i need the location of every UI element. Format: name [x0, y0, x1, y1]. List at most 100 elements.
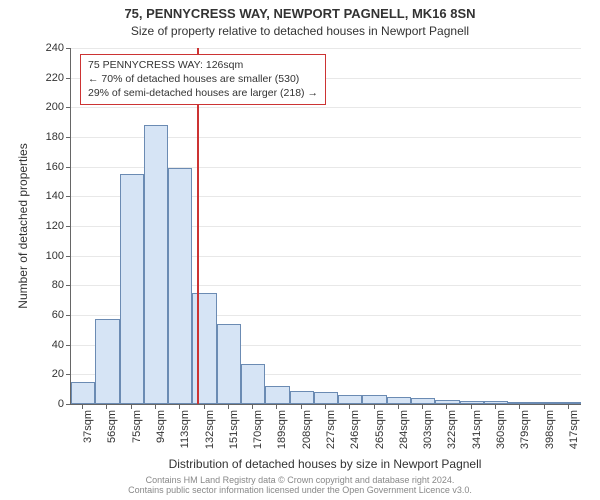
- xtick-mark: [349, 404, 350, 409]
- ytick-mark: [66, 345, 71, 346]
- ytick-mark: [66, 107, 71, 108]
- xtick-mark: [495, 404, 496, 409]
- xtick-mark: [325, 404, 326, 409]
- histogram-bar: [338, 395, 362, 404]
- xtick-label: 132sqm: [204, 410, 216, 460]
- annotation-line: ← 70% of detached houses are smaller (53…: [88, 72, 318, 86]
- gridline: [71, 107, 581, 108]
- xtick-mark: [82, 404, 83, 409]
- ytick-label: 80: [34, 279, 64, 291]
- xtick-mark: [374, 404, 375, 409]
- histogram-bar: [241, 364, 265, 404]
- xtick-label: 341sqm: [471, 410, 483, 460]
- xtick-label: 189sqm: [276, 410, 288, 460]
- ytick-label: 180: [34, 131, 64, 143]
- histogram-bar: [362, 395, 386, 404]
- ytick-mark: [66, 226, 71, 227]
- xtick-label: 56sqm: [106, 410, 118, 460]
- footer-attribution: Contains HM Land Registry data © Crown c…: [0, 476, 600, 496]
- ytick-label: 60: [34, 309, 64, 321]
- ytick-mark: [66, 256, 71, 257]
- xtick-label: 208sqm: [301, 410, 313, 460]
- ytick-mark: [66, 78, 71, 79]
- histogram-bar: [508, 402, 532, 404]
- ytick-label: 120: [34, 220, 64, 232]
- annotation-box: 75 PENNYCRESS WAY: 126sqm← 70% of detach…: [80, 54, 326, 105]
- histogram-bar: [265, 386, 289, 404]
- ytick-mark: [66, 137, 71, 138]
- footer-line2: Contains public sector information licen…: [128, 485, 472, 495]
- xtick-mark: [398, 404, 399, 409]
- xtick-mark: [544, 404, 545, 409]
- histogram-bar: [387, 397, 411, 404]
- ytick-mark: [66, 374, 71, 375]
- ytick-label: 140: [34, 190, 64, 202]
- xtick-mark: [301, 404, 302, 409]
- xtick-label: 113sqm: [179, 410, 191, 460]
- ytick-label: 200: [34, 101, 64, 113]
- histogram-bar: [71, 382, 95, 404]
- annotation-line: 75 PENNYCRESS WAY: 126sqm: [88, 58, 318, 72]
- ytick-mark: [66, 285, 71, 286]
- xtick-label: 379sqm: [519, 410, 531, 460]
- xtick-label: 170sqm: [252, 410, 264, 460]
- y-axis-label: Number of detached properties: [16, 143, 30, 308]
- xtick-mark: [131, 404, 132, 409]
- histogram-bar: [290, 391, 314, 404]
- xtick-mark: [252, 404, 253, 409]
- histogram-bar: [120, 174, 144, 404]
- ytick-mark: [66, 196, 71, 197]
- xtick-mark: [422, 404, 423, 409]
- xtick-label: 322sqm: [446, 410, 458, 460]
- xtick-mark: [179, 404, 180, 409]
- ytick-mark: [66, 167, 71, 168]
- ytick-label: 20: [34, 368, 64, 380]
- chart-title-sub: Size of property relative to detached ho…: [0, 24, 600, 38]
- xtick-mark: [228, 404, 229, 409]
- ytick-label: 160: [34, 161, 64, 173]
- histogram-bar: [168, 168, 192, 404]
- histogram-bar: [532, 402, 556, 404]
- xtick-mark: [446, 404, 447, 409]
- xtick-label: 246sqm: [349, 410, 361, 460]
- xtick-label: 75sqm: [131, 410, 143, 460]
- chart-title-address: 75, PENNYCRESS WAY, NEWPORT PAGNELL, MK1…: [0, 6, 600, 21]
- xtick-label: 151sqm: [228, 410, 240, 460]
- histogram-bar: [411, 398, 435, 404]
- histogram-bar: [460, 401, 484, 404]
- ytick-mark: [66, 315, 71, 316]
- xtick-label: 227sqm: [325, 410, 337, 460]
- annotation-line: 29% of semi-detached houses are larger (…: [88, 86, 318, 100]
- histogram-bar: [435, 400, 459, 404]
- xtick-label: 265sqm: [374, 410, 386, 460]
- xtick-label: 417sqm: [568, 410, 580, 460]
- ytick-mark: [66, 404, 71, 405]
- xtick-mark: [204, 404, 205, 409]
- ytick-label: 100: [34, 250, 64, 262]
- ytick-label: 40: [34, 339, 64, 351]
- xtick-mark: [106, 404, 107, 409]
- xtick-mark: [568, 404, 569, 409]
- xtick-mark: [155, 404, 156, 409]
- xtick-mark: [471, 404, 472, 409]
- histogram-bar: [557, 402, 581, 404]
- xtick-mark: [276, 404, 277, 409]
- xtick-label: 303sqm: [422, 410, 434, 460]
- ytick-label: 0: [34, 398, 64, 410]
- chart-container: 75, PENNYCRESS WAY, NEWPORT PAGNELL, MK1…: [0, 0, 600, 500]
- xtick-label: 94sqm: [155, 410, 167, 460]
- gridline: [71, 48, 581, 49]
- histogram-bar: [217, 324, 241, 404]
- ytick-label: 240: [34, 42, 64, 54]
- histogram-bar: [95, 319, 119, 404]
- xtick-label: 398sqm: [544, 410, 556, 460]
- y-axis-label-wrap: Number of detached properties: [16, 48, 30, 404]
- xtick-label: 360sqm: [495, 410, 507, 460]
- ytick-mark: [66, 48, 71, 49]
- xtick-mark: [519, 404, 520, 409]
- xtick-label: 284sqm: [398, 410, 410, 460]
- histogram-bar: [144, 125, 168, 404]
- xtick-label: 37sqm: [82, 410, 94, 460]
- footer-line1: Contains HM Land Registry data © Crown c…: [146, 475, 455, 485]
- ytick-label: 220: [34, 72, 64, 84]
